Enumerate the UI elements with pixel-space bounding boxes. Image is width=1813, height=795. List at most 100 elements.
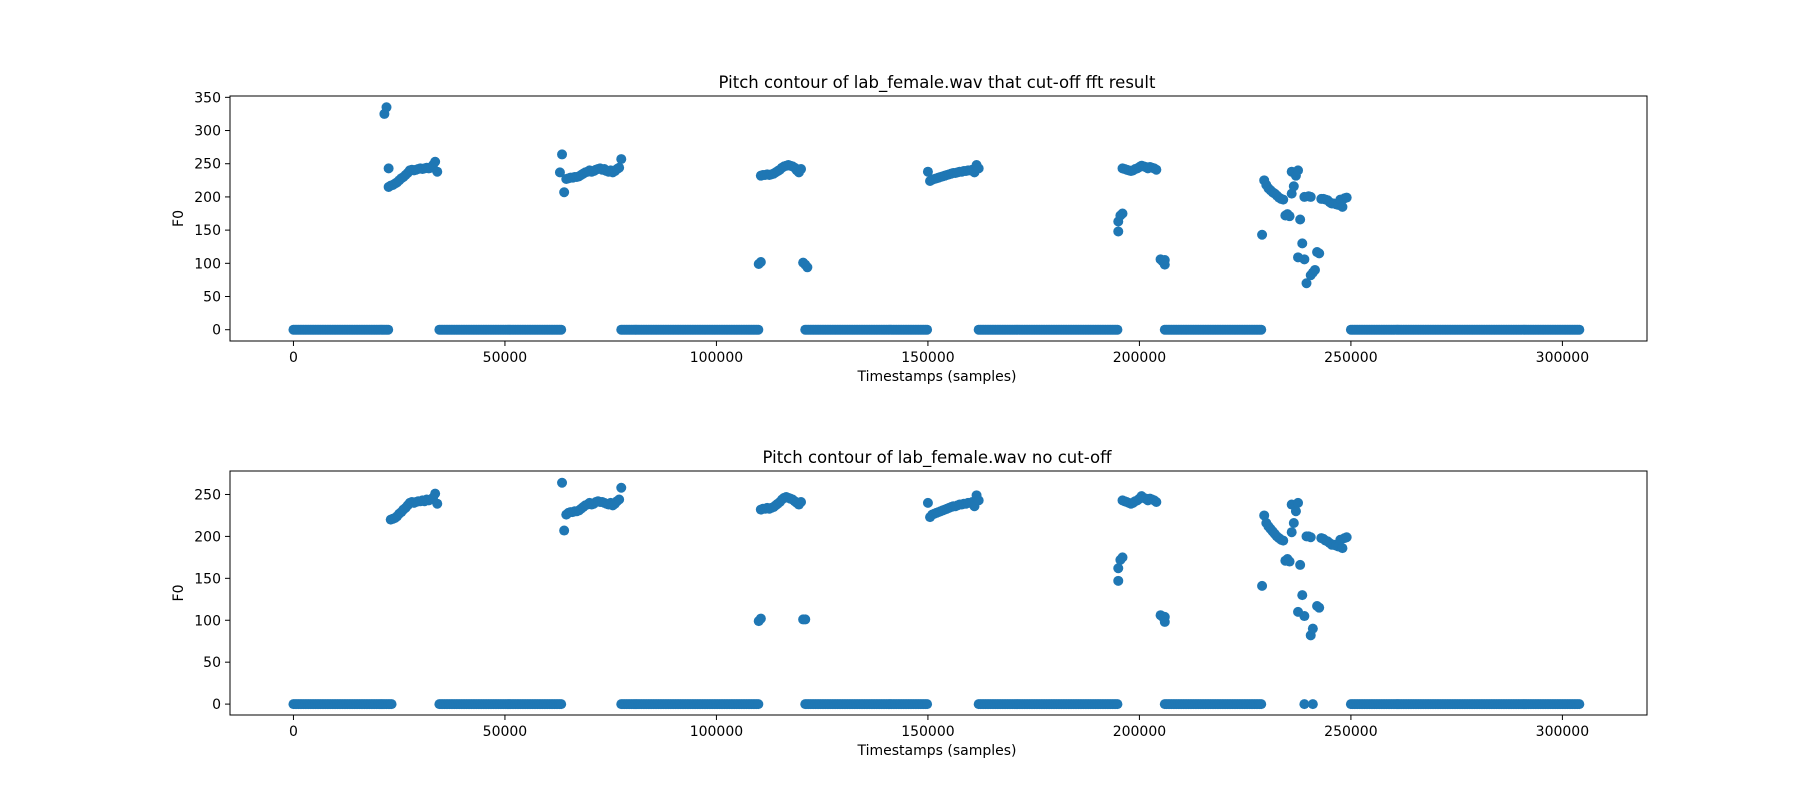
y-tick-label: 200 [194, 190, 221, 206]
y-tick-label: 50 [203, 655, 221, 671]
y-tick-label: 0 [212, 697, 221, 713]
y-tick-label: 150 [194, 223, 221, 239]
data-point [922, 166, 933, 177]
data-point [556, 699, 567, 710]
data-point [383, 163, 394, 174]
data-point [755, 613, 766, 624]
data-point [1259, 510, 1270, 521]
data-point [1295, 559, 1306, 570]
data-point [1309, 264, 1320, 275]
data-point [1307, 623, 1318, 634]
data-point [1278, 535, 1289, 546]
data-point [1112, 699, 1123, 710]
x-tick-label: 50000 [483, 350, 528, 366]
data-point [386, 699, 397, 710]
y-axis: 0 50 100 150 200 250 300 350 [194, 90, 230, 339]
data-point [973, 495, 984, 506]
data-point [973, 163, 984, 174]
y-axis-label: F0 [171, 585, 187, 602]
data-point [1341, 192, 1352, 203]
data-point [753, 324, 764, 335]
data-point [802, 262, 813, 273]
data-point [432, 166, 443, 177]
data-point [753, 699, 764, 710]
x-tick-label: 100000 [690, 350, 743, 366]
data-point [1286, 527, 1297, 538]
data-points [288, 477, 1585, 710]
data-point [796, 164, 807, 175]
chart-title: Pitch contour of lab_female.wav no cut-o… [763, 448, 1113, 468]
data-point [796, 497, 807, 508]
data-point [1284, 556, 1295, 567]
data-point [1299, 611, 1310, 622]
data-point [1293, 497, 1304, 508]
data-point [1113, 226, 1124, 237]
plot-frame [229, 95, 1648, 342]
data-point [1290, 506, 1301, 517]
data-point [1337, 201, 1348, 212]
y-tick-label: 50 [203, 290, 221, 306]
data-point [922, 699, 933, 710]
y-tick-label: 0 [212, 323, 221, 339]
data-point [1159, 611, 1170, 622]
x-tick-label: 0 [289, 724, 298, 740]
data-point [1305, 191, 1316, 202]
data-point [1307, 699, 1318, 710]
y-tick-label: 250 [194, 487, 221, 503]
data-point [922, 324, 933, 335]
data-point [614, 494, 625, 505]
data-point [1574, 324, 1585, 335]
x-axis-label: Timestamps (samples) [856, 369, 1016, 385]
data-point [557, 149, 568, 160]
y-tick-label: 100 [194, 256, 221, 272]
data-point [1257, 580, 1268, 591]
x-tick-label: 200000 [1113, 350, 1166, 366]
data-point [1314, 602, 1325, 613]
x-tick-label: 250000 [1324, 350, 1377, 366]
data-point [1314, 248, 1325, 259]
data-point [557, 477, 568, 488]
data-point [1295, 214, 1306, 225]
y-tick-label: 200 [194, 529, 221, 545]
data-point [1278, 194, 1289, 205]
x-tick-label: 150000 [901, 350, 954, 366]
data-point [614, 162, 625, 173]
data-point [922, 497, 933, 508]
data-point [1113, 563, 1124, 574]
data-point [800, 614, 811, 625]
data-point [559, 187, 570, 198]
data-point [1293, 165, 1304, 176]
data-point [1151, 164, 1162, 175]
data-point [755, 256, 766, 267]
x-axis: 0 50000 100000 150000 200000 250000 300000 [289, 715, 1589, 740]
y-tick-label: 150 [194, 571, 221, 587]
data-point [1159, 255, 1170, 265]
data-point [616, 482, 627, 493]
data-points [288, 102, 1585, 335]
data-point [1288, 181, 1299, 192]
data-point [1301, 278, 1312, 289]
data-point [1299, 254, 1310, 265]
data-point [432, 498, 443, 509]
x-tick-label: 250000 [1324, 724, 1377, 740]
data-point [1284, 211, 1295, 222]
x-tick-label: 100000 [690, 724, 743, 740]
y-tick-label: 100 [194, 613, 221, 629]
data-point [1112, 324, 1123, 335]
data-point [381, 102, 392, 113]
y-axis-label: F0 [171, 210, 187, 227]
x-tick-label: 200000 [1113, 724, 1166, 740]
data-point [1299, 699, 1310, 710]
data-point [1288, 517, 1299, 528]
data-point [1257, 229, 1268, 240]
data-point [1256, 699, 1267, 710]
data-point [559, 525, 570, 536]
plot-frame [229, 470, 1648, 716]
x-tick-label: 300000 [1536, 350, 1589, 366]
data-point [556, 324, 567, 335]
data-point [430, 488, 441, 499]
data-point [1256, 324, 1267, 335]
x-tick-label: 50000 [483, 724, 528, 740]
data-point [1117, 552, 1128, 563]
